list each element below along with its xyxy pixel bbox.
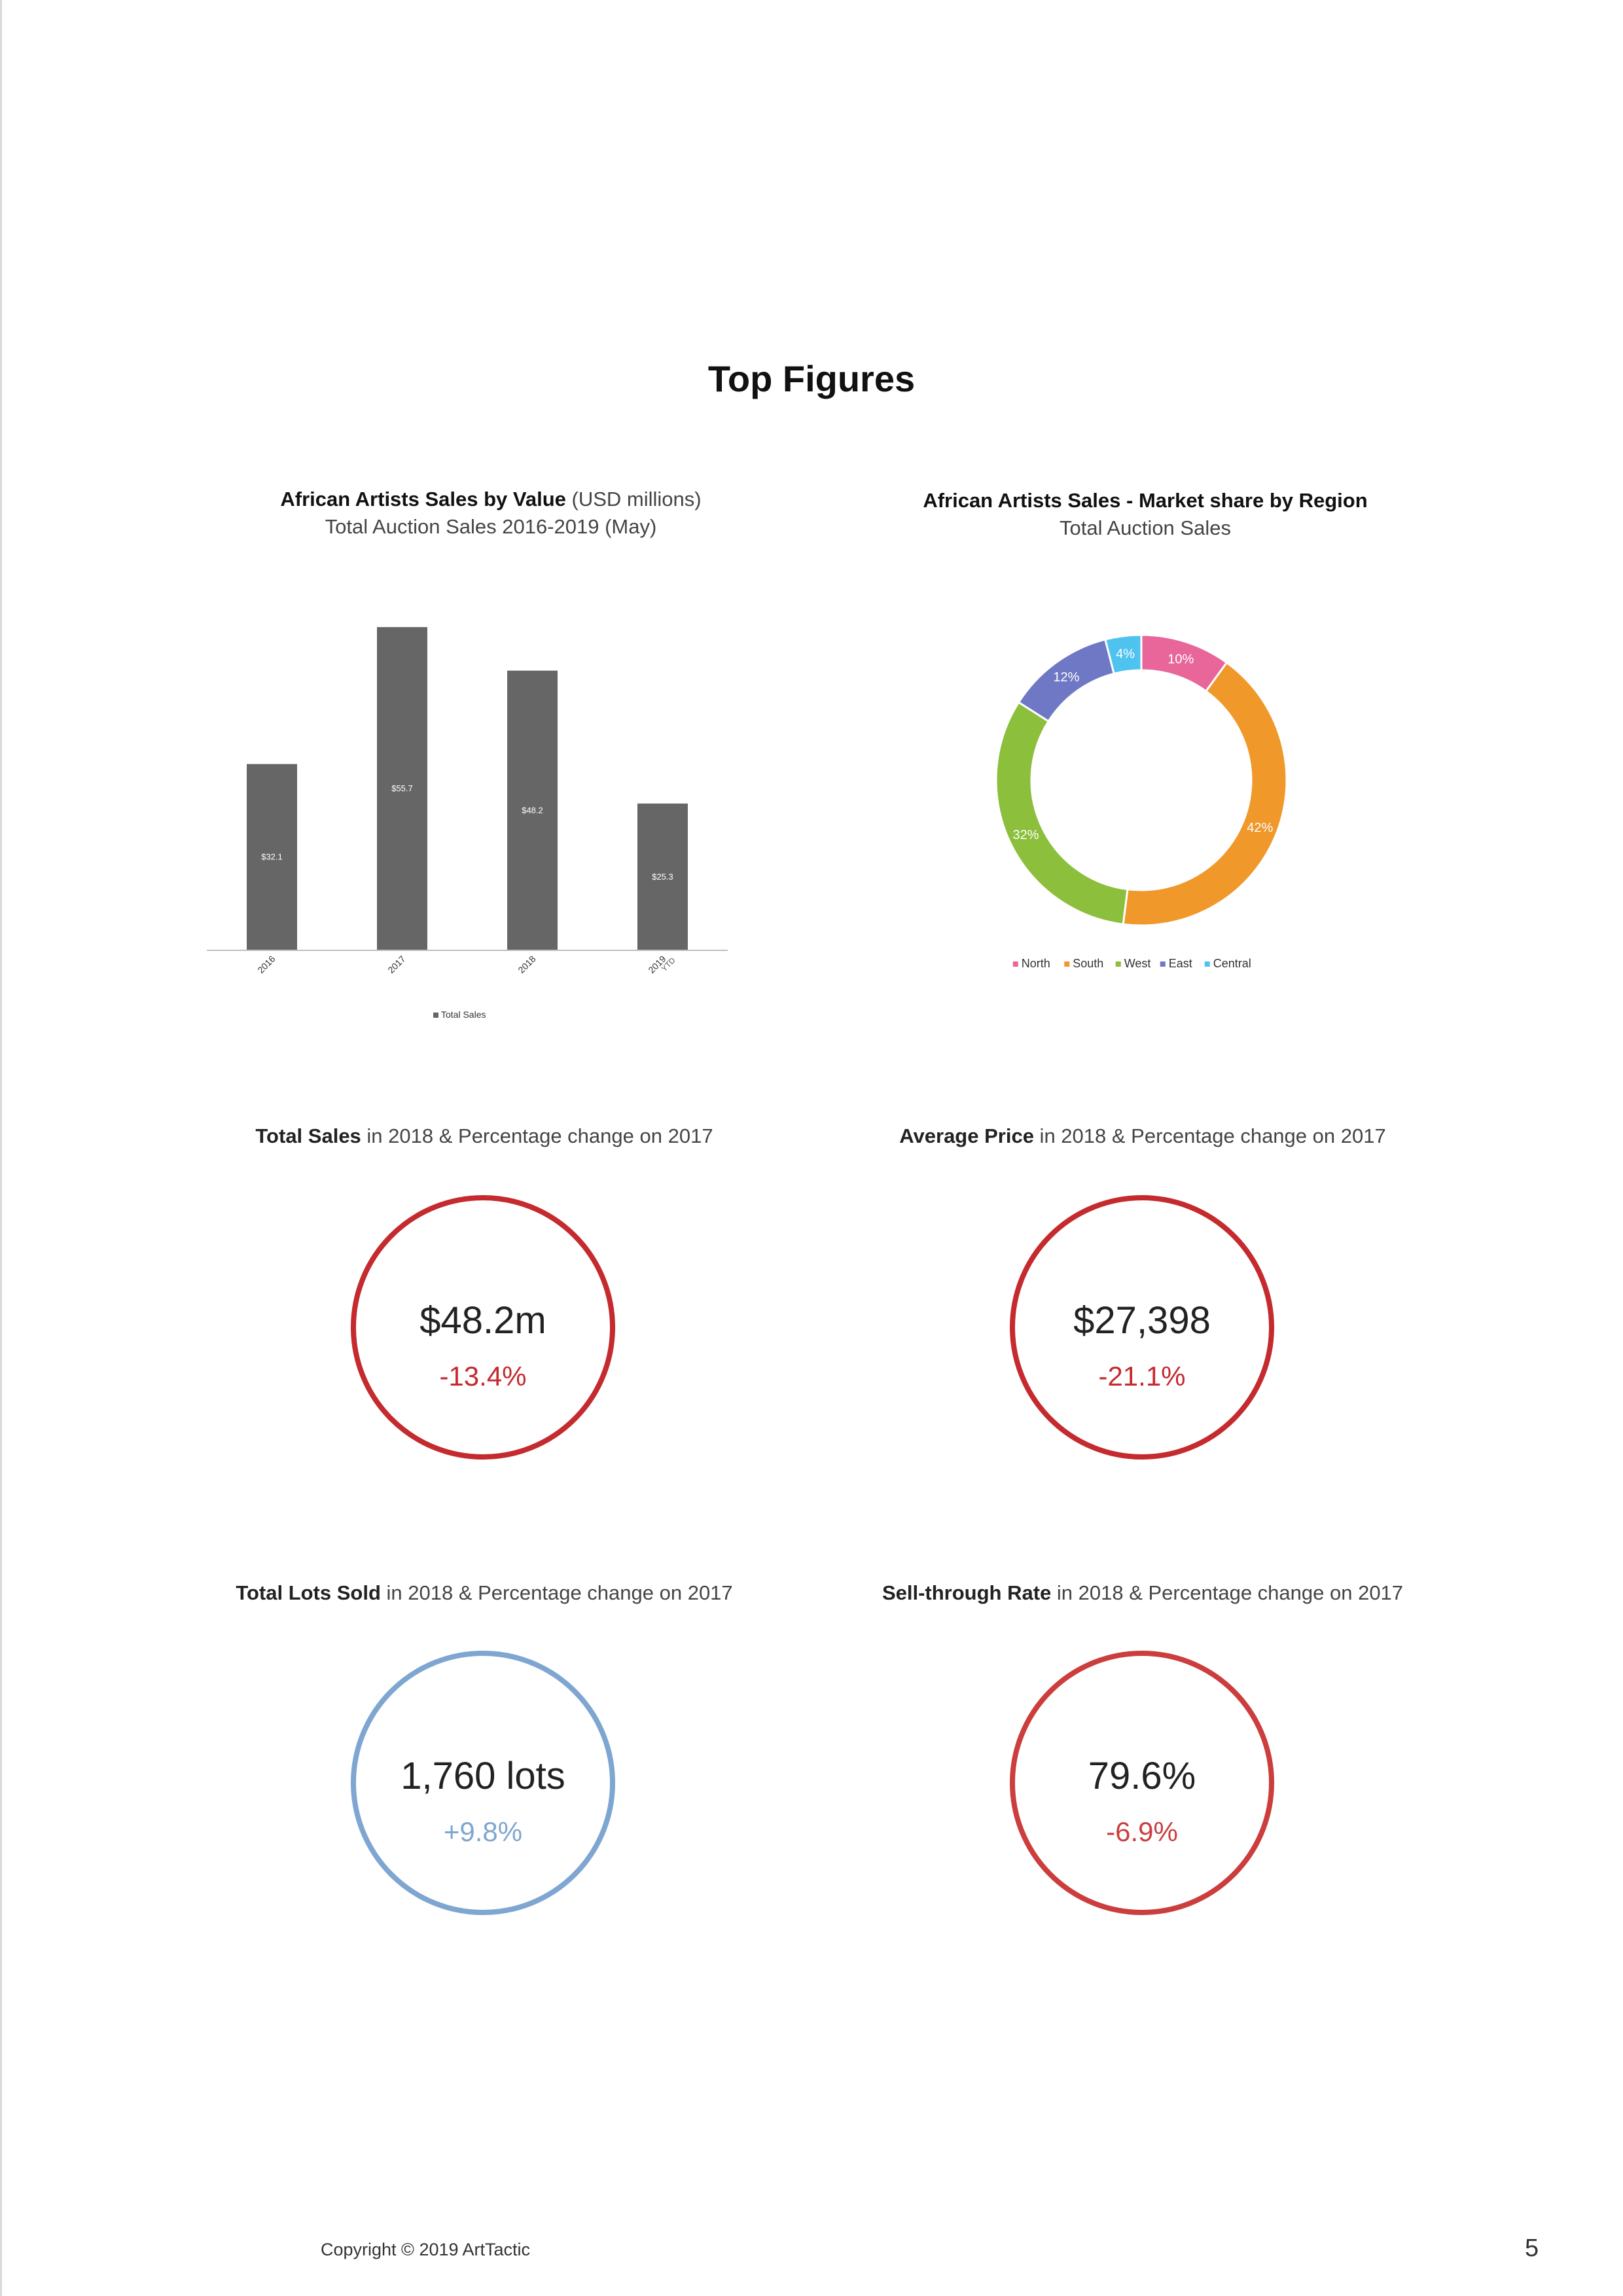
donut-chart: 10% 42% 32% 12% 4% North South West East Central [995, 634, 1288, 970]
x-tick-label: 2016 [255, 954, 277, 975]
kpi-change: +9.8% [443, 1816, 523, 1847]
kpi-label: Sell-through Rate [882, 1581, 1052, 1604]
legend-label: Central [1213, 957, 1251, 970]
kpi-total-sales-heading: Total Sales in 2018 & Percentage change … [157, 1124, 812, 1148]
legend-swatch-west [1115, 961, 1121, 967]
footer-copyright: Copyright © 2019 ArtTactic [321, 2240, 531, 2259]
donut-chart-subtitle: Total Auction Sales [1060, 516, 1231, 539]
kpi-total-lots-heading: Total Lots Sold in 2018 & Percentage cha… [157, 1581, 812, 1605]
bar-chart-title-unit: (USD millions) [571, 488, 702, 511]
slice-data-label: 32% [1013, 828, 1039, 842]
kpi-sell-through-heading: Sell-through Rate in 2018 & Percentage c… [815, 1581, 1470, 1605]
kpi-label-detail: in 2018 & Percentage change on 2017 [1051, 1581, 1404, 1604]
slice-data-label: 42% [1247, 821, 1273, 835]
donut-chart-heading: African Artists Sales - Market share by … [851, 487, 1440, 542]
slice-south [1122, 661, 1288, 927]
bar-2019 [637, 803, 688, 950]
legend-swatch-south [1064, 961, 1070, 967]
slice-west [995, 700, 1129, 925]
legend-label: North [1022, 957, 1050, 970]
kpi-sell-through-circle: 79.6% -6.9% [1010, 1651, 1274, 1915]
legend-swatch-east [1160, 961, 1166, 967]
donut-chart-title: African Artists Sales - Market share by … [923, 489, 1368, 512]
slice-data-label: 10% [1168, 653, 1194, 667]
kpi-value: $27,398 [1073, 1299, 1211, 1342]
kpi-label-detail: in 2018 & Percentage change on 2017 [380, 1581, 733, 1604]
bar-chart-title: African Artists Sales by Value [280, 488, 566, 511]
bar-chart: $32.12016$55.72017$48.22018$25.32019YTDT… [207, 627, 728, 1020]
legend-label: South [1073, 957, 1103, 970]
kpi-average-price-circle: $27,398 -21.1% [1010, 1195, 1274, 1460]
kpi-label-detail: in 2018 & Percentage change on 2017 [361, 1124, 713, 1147]
kpi-average-price-heading: Average Price in 2018 & Percentage chang… [815, 1124, 1470, 1148]
x-tick-label: 2018 [516, 954, 537, 975]
legend-swatch-north [1012, 961, 1018, 967]
slice-central [1103, 634, 1143, 675]
kpi-value: 79.6% [1088, 1755, 1196, 1797]
bar-chart-subtitle: Total Auction Sales 2016-2019 (May) [325, 515, 657, 538]
kpi-value: $48.2m [419, 1299, 546, 1342]
kpi-value: 1,760 lots [401, 1755, 565, 1797]
bar-data-label: $55.7 [391, 783, 413, 793]
bar-2016 [247, 764, 297, 950]
page-title: Top Figures [707, 358, 916, 399]
bar-data-label: $25.3 [652, 872, 673, 882]
kpi-change: -21.1% [1098, 1361, 1186, 1391]
kpi-change: -6.9% [1106, 1816, 1178, 1847]
kpi-label: Total Lots Sold [236, 1581, 381, 1604]
kpi-label-detail: in 2018 & Percentage change on 2017 [1033, 1124, 1386, 1147]
legend-label: East [1169, 957, 1192, 970]
page-number: 5 [1525, 2234, 1539, 2262]
legend-label: Total Sales [441, 1009, 486, 1020]
slice-data-label: 4% [1116, 647, 1135, 662]
bar-2018 [507, 670, 558, 950]
kpi-total-lots-circle: 1,760 lots +9.8% [351, 1651, 615, 1915]
legend-label: West [1124, 957, 1151, 970]
kpi-total-sales-circle: $48.2m -13.4% [351, 1195, 615, 1460]
legend-swatch [433, 1013, 438, 1018]
slice-data-label: 12% [1053, 670, 1079, 685]
x-tick-label: 2017 [385, 954, 407, 975]
legend-swatch-central [1204, 961, 1210, 967]
kpi-label: Average Price [899, 1124, 1034, 1147]
bar-chart-heading: African Artists Sales by Value (USD mill… [196, 486, 785, 541]
bar-data-label: $48.2 [522, 805, 543, 815]
bar-2017 [377, 627, 427, 950]
bar-data-label: $32.1 [261, 852, 283, 862]
page-edge-rule [0, 0, 2, 2296]
kpi-label: Total Sales [255, 1124, 361, 1147]
kpi-change: -13.4% [439, 1361, 527, 1391]
